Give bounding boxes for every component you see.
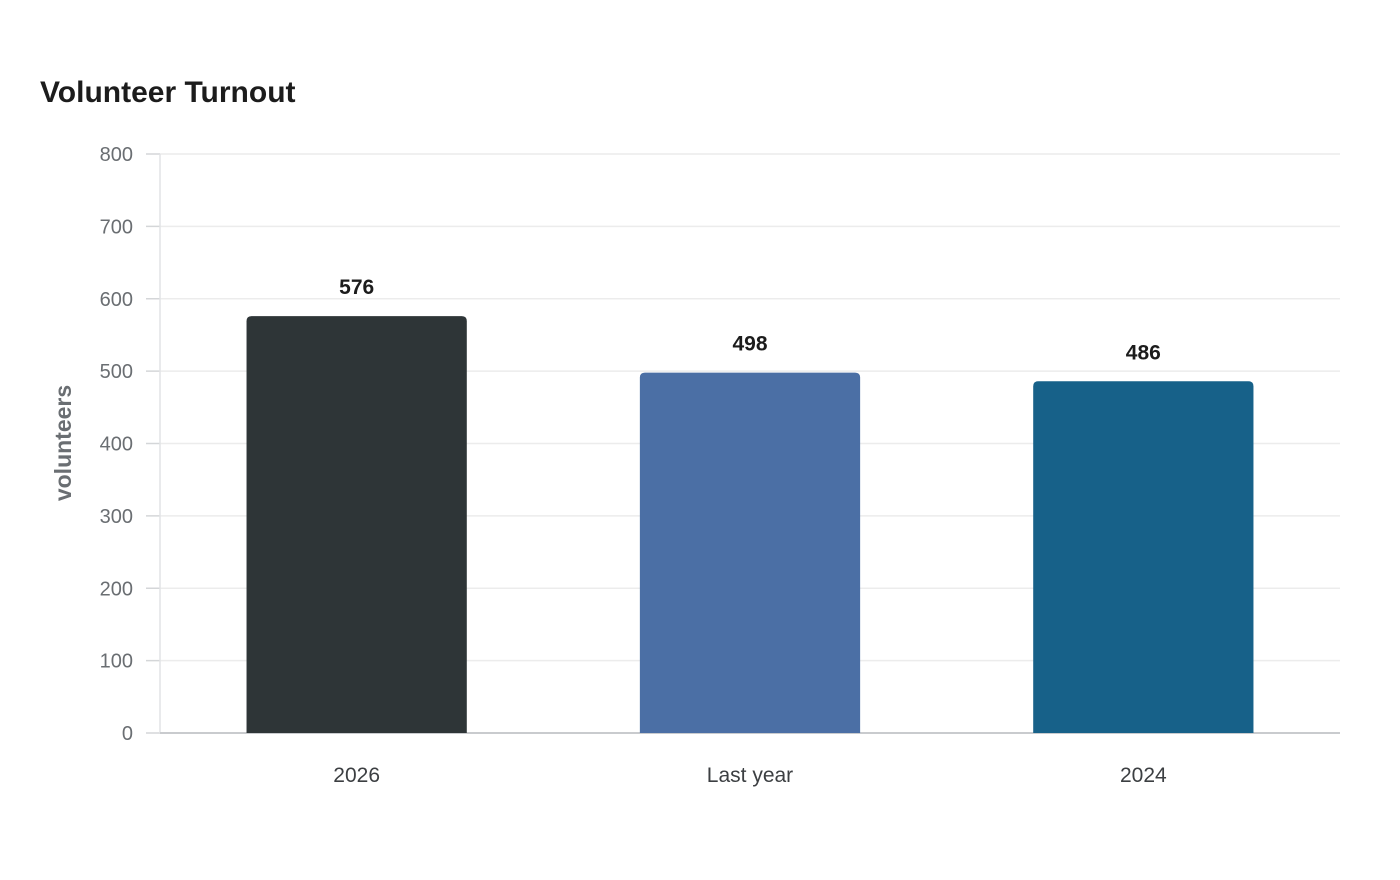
value-label: 498 xyxy=(732,333,767,356)
category-label: 2026 xyxy=(333,764,380,787)
y-tick-label: 700 xyxy=(100,216,133,238)
chart-title: Volunteer Turnout xyxy=(40,76,296,109)
category-label: 2024 xyxy=(1120,764,1167,787)
y-tick-label: 0 xyxy=(122,723,133,745)
y-tick-label: 100 xyxy=(100,651,133,673)
y-tick-label: 800 xyxy=(100,144,133,166)
category-label: Last year xyxy=(707,764,793,787)
y-tick-label: 200 xyxy=(100,578,133,600)
y-tick-label: 300 xyxy=(100,506,133,528)
value-label: 576 xyxy=(339,276,374,299)
bar xyxy=(639,372,861,733)
y-axis-title: volunteers xyxy=(50,385,76,501)
bars xyxy=(246,316,1254,733)
y-tick-label: 400 xyxy=(100,434,133,456)
y-tick-labels: 0 100 200 300 400 500 600 700 800 xyxy=(100,144,133,745)
y-tick-label: 500 xyxy=(100,361,133,383)
value-label: 486 xyxy=(1126,341,1161,364)
value-labels: 576 498 486 xyxy=(339,276,1161,364)
bar xyxy=(1033,381,1254,733)
bar xyxy=(246,316,467,733)
category-labels: 2026 Last year 2024 xyxy=(333,764,1167,787)
y-tick-label: 600 xyxy=(100,289,133,311)
